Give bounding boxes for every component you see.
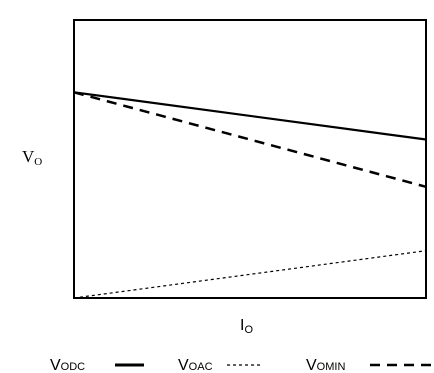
- series-line-omin: [73, 91, 427, 189]
- series-line-oac: [73, 250, 427, 299]
- plot-frame: [73, 19, 427, 299]
- series-line-odc: [73, 91, 427, 141]
- series-layer: [73, 91, 427, 299]
- legend-label-oac: VOAC: [178, 357, 213, 373]
- legend: VODC VOAC VOMIN: [50, 357, 432, 373]
- x-axis-label: IO: [240, 317, 253, 336]
- y-axis-label: VO: [22, 147, 42, 168]
- legend-label-odc: VODC: [50, 357, 85, 373]
- legend-label-omin: VOMIN: [306, 357, 345, 373]
